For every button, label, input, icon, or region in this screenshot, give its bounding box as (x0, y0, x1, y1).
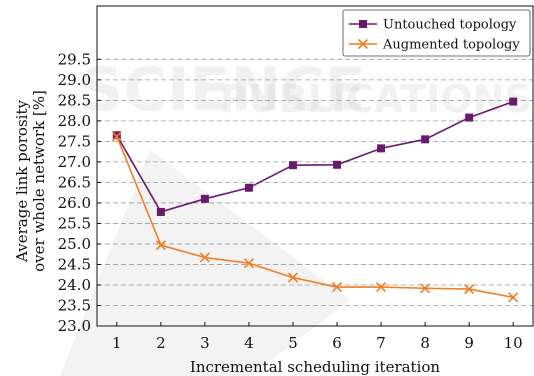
y-tick-label: 23.0 (58, 317, 91, 335)
data-point (359, 20, 367, 28)
y-gridlines (97, 58, 533, 327)
data-point (508, 292, 519, 303)
legend-entry: Augmented topology (349, 38, 520, 53)
data-point (375, 281, 387, 293)
data-point (357, 38, 369, 50)
data-point (509, 97, 518, 106)
data-point (421, 135, 430, 144)
x-tick-label: 9 (464, 334, 474, 352)
y-tick-label: 27.5 (58, 132, 91, 150)
y-tick-label: 26.0 (58, 194, 91, 212)
legend: Untouched topology Augmented topology (342, 9, 531, 57)
y-axis-label: Average link porosity over whole network… (13, 90, 48, 272)
y-tick-label: 27.0 (58, 153, 91, 171)
legend-entry: Untouched topology (349, 18, 517, 33)
data-point (465, 113, 474, 122)
data-point (464, 284, 475, 295)
y-tick-label: 29.5 (58, 50, 91, 68)
y-tick-label: 28.0 (58, 112, 91, 130)
y-tick-label: 25.5 (58, 214, 91, 232)
series-layer (111, 97, 519, 303)
data-point (331, 281, 343, 293)
legend-label: Augmented topology (382, 38, 520, 53)
x-tick-label: 7 (376, 334, 386, 352)
x-axis-label: Incremental scheduling iteration (190, 358, 441, 376)
x-tick-label: 5 (288, 334, 298, 352)
data-point (200, 194, 209, 203)
series-augmented (111, 131, 519, 303)
series-line (116, 136, 514, 299)
data-point (420, 283, 431, 294)
data-point (377, 144, 386, 153)
x-tick-label: 6 (332, 334, 342, 352)
y-axis-label-line-1: Average link porosity (13, 100, 31, 263)
y-tick-label: 24.5 (58, 255, 91, 273)
x-tick-label: 3 (200, 334, 210, 352)
y-axis-label-line-2: over whole network [%] (30, 90, 48, 272)
data-point (111, 131, 122, 142)
x-tick-label: 10 (504, 334, 523, 352)
data-point (333, 160, 342, 169)
data-point (244, 183, 253, 192)
x-axis-ticks: 1 2 3 4 5 6 7 8 9 10 (112, 322, 523, 352)
y-tick-label: 25.0 (58, 235, 91, 253)
data-point (155, 240, 166, 251)
series-line (116, 100, 514, 213)
data-point (199, 252, 210, 263)
legend-label: Untouched topology (383, 18, 517, 33)
plot-frame (96, 5, 534, 327)
x-tick-label: 4 (244, 334, 254, 352)
data-point (288, 161, 297, 170)
series-untouched (112, 97, 518, 216)
y-tick-label: 29.0 (58, 71, 91, 89)
data-point (243, 258, 255, 269)
x-tick-label: 2 (156, 334, 166, 352)
y-tick-label: 26.5 (58, 173, 91, 191)
y-tick-label: 24.0 (58, 276, 91, 294)
x-tick-label: 8 (420, 334, 430, 352)
y-tick-label: 23.5 (58, 296, 91, 314)
data-point (112, 131, 121, 140)
data-point (287, 272, 299, 283)
y-axis-ticks: 23.0 23.5 24.0 24.5 25.0 25.5 26.0 26.5 27.0 27.5… (58, 50, 101, 335)
legend-box (342, 9, 531, 57)
y-tick-label: 28.5 (58, 91, 91, 109)
x-tick-label: 1 (112, 334, 122, 352)
data-point (156, 207, 165, 216)
